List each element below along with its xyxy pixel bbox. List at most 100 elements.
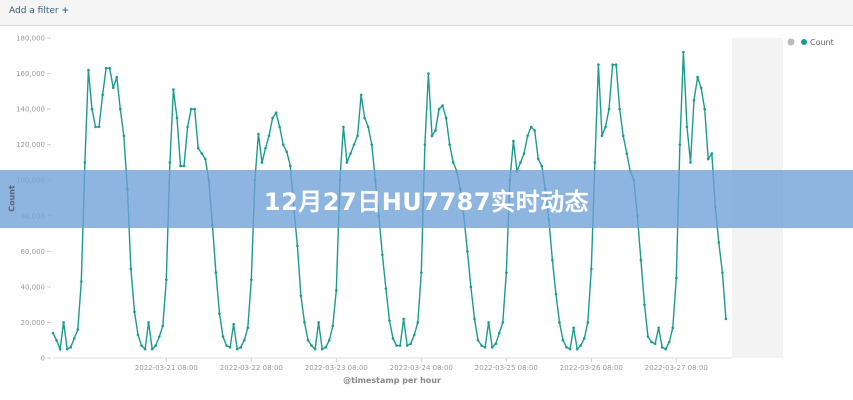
data-point[interactable] bbox=[441, 104, 444, 107]
data-point[interactable] bbox=[352, 143, 356, 146]
data-point[interactable] bbox=[402, 317, 405, 321]
data-point[interactable] bbox=[653, 342, 657, 346]
data-point[interactable] bbox=[69, 346, 73, 349]
data-point[interactable] bbox=[558, 321, 561, 324]
data-point[interactable] bbox=[267, 134, 271, 138]
data-point[interactable] bbox=[335, 289, 338, 292]
data-point[interactable] bbox=[483, 346, 487, 349]
data-point[interactable] bbox=[129, 267, 133, 271]
data-point[interactable] bbox=[586, 321, 590, 324]
data-point[interactable] bbox=[650, 340, 653, 344]
data-point[interactable] bbox=[115, 75, 119, 79]
data-point[interactable] bbox=[122, 134, 126, 138]
data-point[interactable] bbox=[607, 107, 611, 111]
data-point[interactable] bbox=[473, 317, 476, 321]
data-point[interactable] bbox=[660, 346, 664, 349]
data-point[interactable] bbox=[264, 146, 267, 150]
data-point[interactable] bbox=[196, 146, 200, 150]
data-point[interactable] bbox=[551, 258, 554, 262]
data-point[interactable] bbox=[724, 317, 728, 321]
data-point[interactable] bbox=[349, 152, 352, 155]
data-point[interactable] bbox=[604, 125, 607, 129]
data-point[interactable] bbox=[182, 164, 186, 168]
data-point[interactable] bbox=[689, 161, 692, 164]
data-point[interactable] bbox=[175, 116, 179, 120]
data-point[interactable] bbox=[136, 333, 140, 337]
data-point[interactable] bbox=[590, 267, 593, 271]
data-point[interactable] bbox=[614, 63, 618, 66]
data-point[interactable] bbox=[359, 93, 363, 97]
data-point[interactable] bbox=[497, 331, 501, 335]
data-point[interactable] bbox=[370, 143, 374, 146]
data-point[interactable] bbox=[118, 107, 122, 111]
data-point[interactable] bbox=[366, 125, 370, 129]
data-point[interactable] bbox=[671, 326, 675, 330]
data-point[interactable] bbox=[285, 150, 289, 154]
data-point[interactable] bbox=[437, 107, 441, 111]
data-point[interactable] bbox=[582, 337, 586, 340]
data-point[interactable] bbox=[430, 134, 434, 138]
data-point[interactable] bbox=[420, 271, 423, 274]
data-point[interactable] bbox=[140, 344, 143, 347]
data-point[interactable] bbox=[76, 328, 80, 331]
data-point[interactable] bbox=[554, 292, 558, 296]
data-point[interactable] bbox=[235, 347, 239, 351]
data-point[interactable] bbox=[313, 347, 317, 351]
data-point[interactable] bbox=[451, 161, 455, 164]
data-point[interactable] bbox=[200, 152, 204, 155]
data-point[interactable] bbox=[490, 346, 494, 349]
data-point[interactable] bbox=[179, 164, 182, 168]
data-point[interactable] bbox=[572, 326, 575, 330]
data-point[interactable] bbox=[540, 164, 544, 168]
data-point[interactable] bbox=[434, 129, 437, 132]
data-point[interactable] bbox=[186, 125, 189, 129]
data-point[interactable] bbox=[327, 338, 331, 342]
data-point[interactable] bbox=[696, 75, 699, 79]
data-point[interactable] bbox=[678, 143, 682, 146]
data-point[interactable] bbox=[575, 347, 579, 351]
data-point[interactable] bbox=[150, 347, 154, 351]
data-point[interactable] bbox=[299, 294, 303, 298]
data-point[interactable] bbox=[317, 321, 320, 324]
data-point[interactable] bbox=[646, 335, 650, 338]
data-point[interactable] bbox=[682, 50, 685, 54]
data-point[interactable] bbox=[710, 152, 714, 155]
data-point[interactable] bbox=[51, 331, 55, 335]
data-point[interactable] bbox=[469, 285, 473, 289]
data-point[interactable] bbox=[324, 346, 328, 349]
data-point[interactable] bbox=[356, 134, 359, 138]
data-point[interactable] bbox=[133, 310, 136, 314]
data-point[interactable] bbox=[101, 93, 104, 97]
data-point[interactable] bbox=[331, 324, 335, 328]
data-point[interactable] bbox=[398, 344, 402, 347]
data-point[interactable] bbox=[104, 66, 108, 70]
data-point[interactable] bbox=[172, 88, 175, 91]
data-point[interactable] bbox=[94, 125, 97, 129]
legend-label[interactable]: Count bbox=[810, 38, 834, 47]
add-filter-button[interactable]: Add a filter + bbox=[9, 6, 70, 16]
data-point[interactable] bbox=[288, 164, 292, 168]
data-point[interactable] bbox=[448, 143, 451, 146]
data-point[interactable] bbox=[501, 321, 505, 324]
data-point[interactable] bbox=[161, 324, 165, 328]
data-point[interactable] bbox=[529, 125, 533, 129]
data-point[interactable] bbox=[685, 125, 689, 129]
data-point[interactable] bbox=[476, 338, 480, 342]
data-point[interactable] bbox=[692, 98, 696, 102]
data-point[interactable] bbox=[381, 253, 384, 257]
data-point[interactable] bbox=[667, 340, 671, 344]
data-point[interactable] bbox=[274, 111, 278, 114]
data-point[interactable] bbox=[412, 333, 416, 337]
data-point[interactable] bbox=[342, 125, 345, 129]
data-point[interactable] bbox=[281, 143, 285, 146]
data-point[interactable] bbox=[221, 335, 225, 338]
data-point[interactable] bbox=[487, 321, 490, 324]
data-point[interactable] bbox=[260, 161, 264, 164]
data-point[interactable] bbox=[621, 134, 625, 138]
data-point[interactable] bbox=[675, 276, 678, 280]
data-point[interactable] bbox=[409, 342, 413, 346]
data-point[interactable] bbox=[480, 344, 483, 347]
data-point[interactable] bbox=[278, 125, 281, 129]
data-point[interactable] bbox=[625, 152, 629, 155]
data-point[interactable] bbox=[643, 303, 646, 306]
